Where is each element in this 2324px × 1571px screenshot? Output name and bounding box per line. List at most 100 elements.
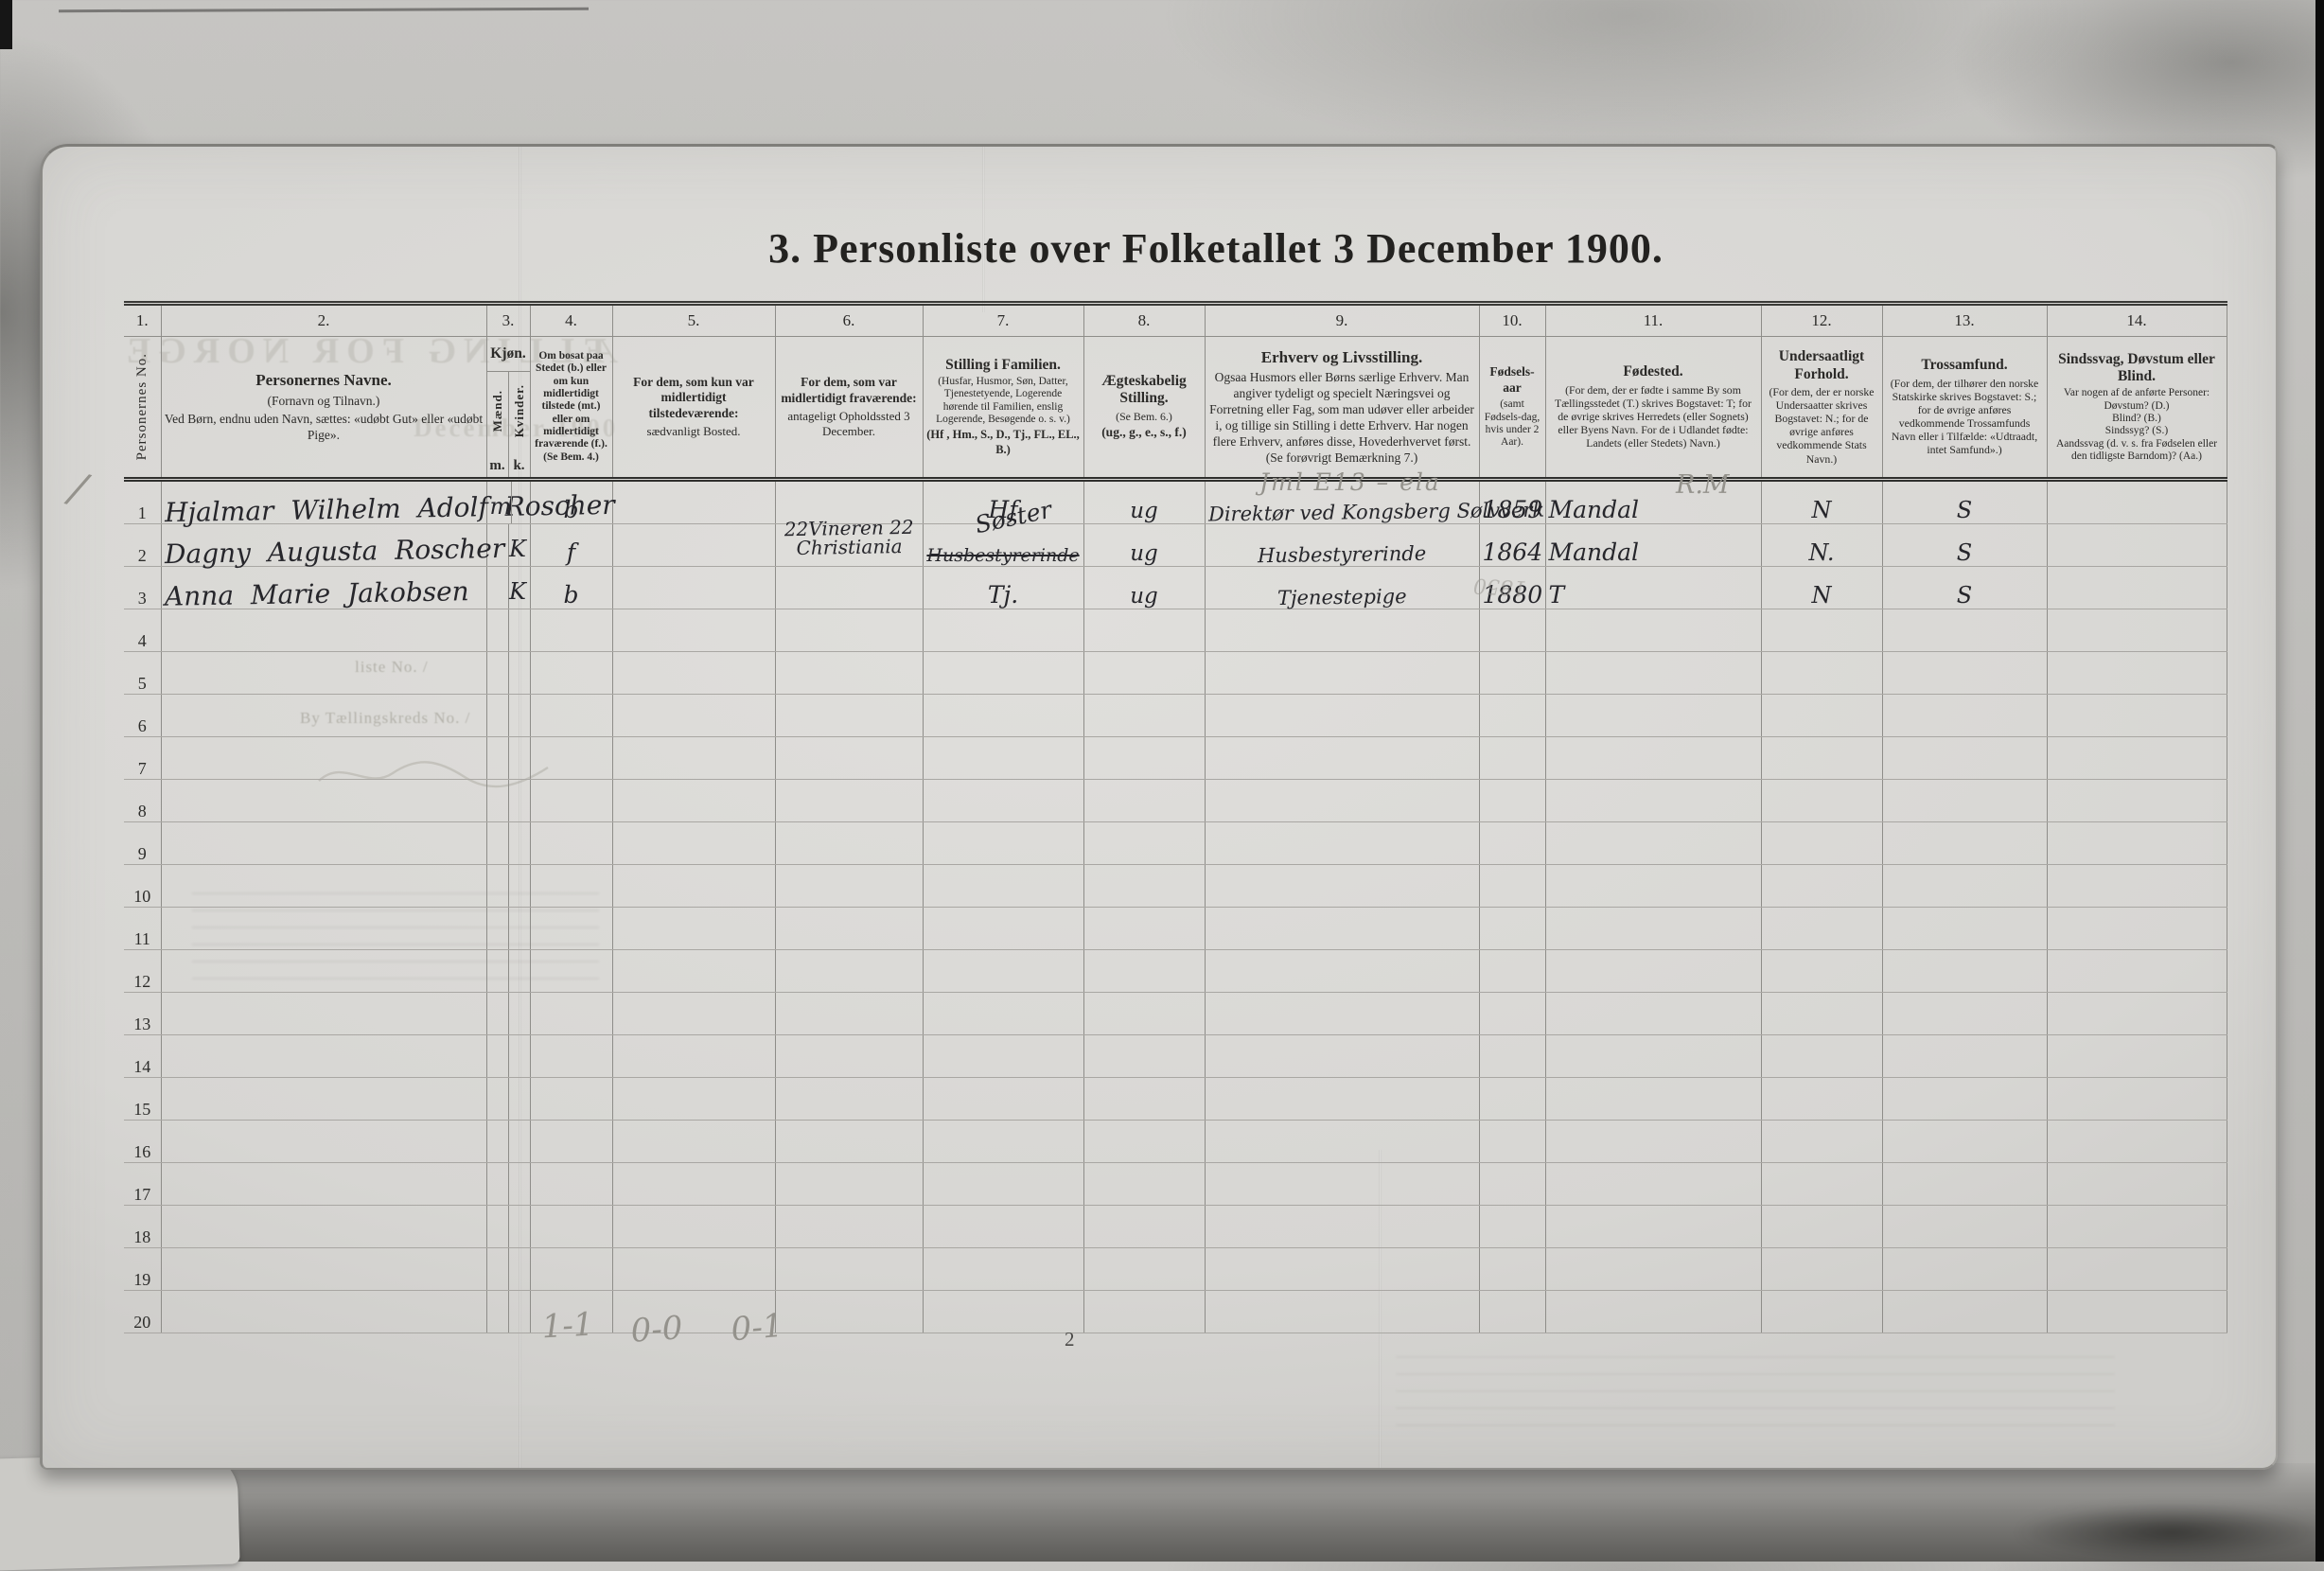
disability-cell (2046, 779, 2227, 822)
sex-cell (485, 651, 530, 695)
residency-cell (529, 1162, 612, 1206)
family-position-cell (922, 949, 1083, 993)
disability-cell (2046, 949, 2227, 993)
sex-cell (485, 949, 530, 993)
whereabouts-cell (774, 694, 923, 737)
handwritten-name: Dagny Augusta Roscher (164, 532, 504, 571)
sex-male-value (490, 1248, 508, 1290)
marital-status-cell (1083, 1290, 1205, 1333)
handwritten-birthplace: Mandal (1548, 538, 1640, 566)
name-cell (160, 821, 486, 865)
struck-out-text: Husbestyrerinde (926, 545, 1080, 566)
col-header-stilling: Stilling i Familien. (Husfar, Husmor, Sø… (922, 336, 1083, 482)
disability-cell (2046, 736, 2227, 780)
residency-cell (529, 1247, 612, 1291)
handwritten-occupation: Husbestyrerinde (1257, 541, 1427, 568)
religion-cell: S (1881, 523, 2047, 567)
row-number: 1 (124, 479, 161, 524)
religion-cell (1881, 651, 2047, 695)
sex-subcells (490, 1121, 527, 1162)
col-num-8: 8. (1083, 303, 1205, 337)
maend-label: Mænd. (489, 390, 504, 432)
handwritten-religion: S (1956, 539, 1973, 566)
birth-year-cell: 1864 (1478, 523, 1545, 567)
handwritten-birth-year: 1859 (1482, 496, 1543, 523)
name-cell (160, 949, 486, 993)
disability-cell (2046, 694, 2227, 737)
sex-female-value (507, 993, 527, 1034)
row-number: 16 (124, 1120, 161, 1163)
row-number: 13 (124, 992, 161, 1035)
residency-cell (529, 864, 612, 908)
marital-status-cell (1083, 821, 1205, 865)
sex-male-value (490, 1078, 508, 1120)
col-num-2: 2. (160, 303, 486, 337)
handwritten-residency: b (563, 581, 579, 609)
birthplace-cell (1544, 1162, 1761, 1206)
scan-edge-right (2315, 0, 2324, 1562)
disability-cell (2046, 1290, 2227, 1333)
row-number: 2 (124, 523, 161, 567)
col-num-6: 6. (774, 303, 923, 337)
sex-cell (485, 1034, 530, 1078)
sex-subcells (490, 780, 527, 821)
sex-male-value (490, 652, 508, 694)
whereabouts-cell (774, 864, 923, 908)
residency-cell (529, 779, 612, 822)
occupation-cell: Direktør ved Kongsberg Sølvverk (1204, 479, 1544, 525)
page-number: 2 (1065, 1328, 1075, 1350)
pencil-column-sum: 0-1 (729, 1306, 785, 1350)
sex-male-value (490, 950, 508, 992)
table-row: 13 (124, 992, 2227, 1035)
sex-male-value (490, 567, 508, 609)
birth-year-cell (1478, 1034, 1545, 1078)
marital-status-cell (1083, 651, 1205, 695)
handwritten-birthplace: T (1548, 581, 1565, 609)
sex-subcells (490, 737, 527, 779)
marital-status-cell (1083, 992, 1205, 1035)
birthplace-cell (1544, 736, 1761, 780)
k-abbr: k. (507, 450, 530, 477)
usual-residence-cell (611, 1120, 775, 1163)
col-num-12: 12. (1760, 303, 1882, 337)
sex-male-value (490, 1121, 508, 1162)
birthplace-cell (1544, 1034, 1761, 1078)
sex-cell (485, 907, 530, 950)
col-header-tilstedevaerende: For dem, som kun var midlertidigt tilste… (611, 336, 775, 482)
marital-status-cell (1083, 864, 1205, 908)
usual-residence-cell (611, 1205, 775, 1248)
citizenship-cell (1760, 821, 1882, 865)
disability-cell (2046, 1162, 2227, 1206)
family-position-cell (922, 1034, 1083, 1078)
sex-cell: m (485, 479, 530, 524)
marital-status-cell (1083, 1120, 1205, 1163)
table-row: 15 (124, 1077, 2227, 1121)
sex-female-value (507, 695, 527, 736)
sex-subcells (490, 652, 527, 694)
sex-cell (485, 821, 530, 865)
sex-subcells (490, 1291, 527, 1333)
sex-cell: K (485, 523, 530, 567)
handwritten-marital-status: ug (1130, 499, 1158, 523)
citizenship-cell (1760, 864, 1882, 908)
row-number: 17 (124, 1162, 161, 1206)
sex-male-value (490, 695, 508, 736)
residency-cell (529, 736, 612, 780)
col-num-11: 11. (1544, 303, 1761, 337)
sex-male-value (490, 993, 508, 1034)
row-number: 8 (124, 779, 161, 822)
scan-smudge (2016, 1503, 2324, 1562)
handwritten-value: m (489, 493, 512, 520)
birth-year-cell (1478, 1120, 1545, 1163)
whereabouts-cell (774, 1247, 923, 1291)
row-number: 18 (124, 1205, 161, 1248)
religion-cell (1881, 1290, 2047, 1333)
citizenship-cell (1760, 1247, 1882, 1291)
row-number: 10 (124, 864, 161, 908)
occupation-cell (1204, 1247, 1479, 1291)
sex-female-value (507, 780, 527, 821)
religion-cell (1881, 1162, 2047, 1206)
birth-year-cell (1478, 651, 1545, 695)
birth-year-cell (1478, 1205, 1545, 1248)
sex-subcells (490, 1206, 527, 1247)
